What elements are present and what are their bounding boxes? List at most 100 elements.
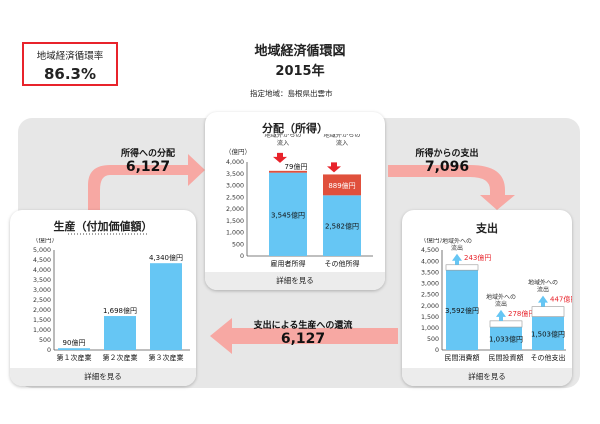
dist-bar-base bbox=[269, 172, 307, 256]
spend-bar-label: 1,033億円 bbox=[489, 335, 523, 344]
dist-tick-label: 4,000 bbox=[226, 159, 244, 166]
flow-to-spending-label: 所得からの支出 bbox=[415, 149, 479, 159]
spend-bar-label: 3,592億円 bbox=[445, 306, 479, 315]
spend-bar-outflow bbox=[489, 320, 523, 328]
spend-category-label: 民間消費額 bbox=[445, 353, 480, 362]
spend-outflow-label: 278億円 bbox=[508, 309, 535, 318]
flow-to-production-label: 支出による生産への還流 bbox=[253, 321, 353, 331]
spend-bar bbox=[532, 316, 564, 350]
dist-bar-base bbox=[323, 195, 361, 256]
prod-category-label: 第３次産業 bbox=[149, 353, 184, 362]
prod-bar-label: 90億円 bbox=[63, 338, 86, 347]
prod-tick-label: 2,000 bbox=[33, 307, 51, 314]
production-details-link[interactable]: 詳細を見る bbox=[10, 368, 196, 386]
dist-inflow-arrow-icon bbox=[327, 162, 341, 173]
dist-category-label: 雇用者所得 bbox=[271, 259, 306, 268]
flow-to-production-value: 6,127 bbox=[280, 331, 326, 347]
spend-outflow-note: 地域外への bbox=[486, 293, 516, 301]
page-year: 2015年 bbox=[275, 64, 325, 79]
prod-tick-label: 2,500 bbox=[33, 297, 51, 304]
flow-to-distribution: 所得への分配 6,127 bbox=[108, 146, 188, 175]
prod-tick-label: 1,000 bbox=[33, 327, 51, 334]
dist-tick-label: 500 bbox=[232, 241, 244, 248]
circulation-rate-box: 地域経済循環率 86.3% bbox=[22, 42, 118, 86]
spend-bar bbox=[446, 270, 478, 350]
flow-to-spending-value: 7,096 bbox=[424, 159, 470, 175]
spend-tick-label: 3,500 bbox=[421, 269, 439, 276]
production-panel: 生産（付加価値額） （億円） 0 500 1,000 1,500 2,000 2,500 3,… bbox=[10, 210, 196, 386]
dist-tick-label: 3,000 bbox=[226, 183, 244, 190]
prod-category-label: 第２次産業 bbox=[103, 353, 138, 362]
spend-bar-label: 1,503億円 bbox=[531, 329, 565, 338]
prod-tick-label: 5,000 bbox=[33, 247, 51, 254]
flow-to-spending: 所得からの支出 7,096 bbox=[402, 146, 492, 175]
spend-outflow-label: 447億円 bbox=[550, 295, 572, 304]
spend-outflow-label: 243億円 bbox=[464, 253, 491, 262]
dist-tick-label: 1,500 bbox=[226, 218, 244, 225]
dist-tick-label: 1,000 bbox=[226, 230, 244, 237]
spend-tick-label: 4,000 bbox=[421, 258, 439, 265]
dist-inflow-label: 79億円 bbox=[285, 162, 308, 171]
prod-tick-label: 500 bbox=[39, 337, 51, 344]
dist-bar-inflow bbox=[323, 174, 361, 196]
dist-inflow-note: 地域外からの bbox=[323, 134, 360, 139]
prod-bar-label: 1,698億円 bbox=[103, 306, 137, 315]
prod-tick-label: 3,500 bbox=[33, 277, 51, 284]
prod-tick-label: 4,000 bbox=[33, 267, 51, 274]
dist-inflow-label: 889億円 bbox=[328, 181, 355, 190]
dist-inflow-note: 流入 bbox=[336, 139, 348, 147]
circulation-rate-label: 地域経済循環率 bbox=[36, 51, 104, 62]
dist-tick-label: 3,500 bbox=[226, 171, 244, 178]
arrow-to-spending bbox=[388, 165, 515, 210]
prod-tick-label: 0 bbox=[47, 347, 51, 354]
flow-to-distribution-label: 所得への分配 bbox=[120, 149, 175, 159]
spend-outflow-arrow-icon bbox=[496, 309, 506, 321]
prod-tick-label: 3,000 bbox=[33, 287, 51, 294]
dist-tick-label: 2,000 bbox=[226, 206, 244, 213]
spend-tick-label: 500 bbox=[427, 336, 439, 343]
dist-tick-label: 0 bbox=[240, 253, 244, 260]
spend-outflow-note: 流出 bbox=[451, 244, 463, 252]
spending-title: 支出 bbox=[476, 222, 498, 235]
spend-outflow-note: 流出 bbox=[495, 300, 507, 308]
spend-outflow-arrow-icon bbox=[538, 295, 548, 307]
prod-bar bbox=[150, 263, 182, 350]
page-title: 地域経済循環図 bbox=[254, 44, 346, 59]
spend-tick-label: 3,000 bbox=[421, 281, 439, 288]
spend-outflow-note: 地域外への bbox=[528, 279, 558, 287]
distribution-details-link[interactable]: 詳細を見る bbox=[205, 272, 385, 290]
circulation-rate-value: 86.3% bbox=[43, 65, 97, 83]
spend-outflow-arrow-icon bbox=[452, 253, 462, 265]
dist-unit-label: （億円） bbox=[225, 147, 251, 156]
spend-tick-label: 2,000 bbox=[421, 303, 439, 310]
distribution-chart: （億円） 0 500 1,000 1,500 2,000 2,500 3,000 3,500 4,… bbox=[225, 134, 373, 268]
flow-to-production: 支出による生産への還流 6,127 bbox=[238, 318, 368, 347]
distribution-title: 分配（所得） bbox=[262, 122, 328, 135]
spend-outflow-note: 流出 bbox=[537, 286, 549, 294]
prod-tick-label: 4,500 bbox=[33, 257, 51, 264]
distribution-panel: 分配（所得） （億円） 0 500 1,000 1,500 2,000 2,500 3,000… bbox=[205, 112, 385, 290]
spend-tick-label: 2,500 bbox=[421, 292, 439, 299]
dist-bar-label: 2,582億円 bbox=[325, 222, 359, 231]
prod-bar bbox=[58, 348, 90, 350]
dist-tick-label: 2,500 bbox=[226, 194, 244, 201]
spend-outflow-note: 地域外への bbox=[442, 238, 472, 245]
dist-bar-label: 3,545億円 bbox=[271, 210, 305, 219]
prod-category-label: 第１次産業 bbox=[57, 353, 92, 362]
production-title: 生産（付加価値額） bbox=[53, 220, 153, 233]
production-chart: （億円） 0 500 1,000 1,500 2,000 2,500 3,000 3,500 4,… bbox=[32, 238, 190, 362]
dist-inflow-arrow-icon bbox=[273, 152, 287, 163]
spend-bar bbox=[490, 327, 522, 350]
prod-tick-label: 1,500 bbox=[33, 317, 51, 324]
spending-chart: （億円） 0 500 1,000 1,500 2,000 2,500 3,000 3,500 4,… bbox=[420, 238, 572, 362]
arrow-to-distribution bbox=[88, 154, 205, 210]
spending-panel: 支出 （億円） 0 500 1,000 1,500 2,000 2,500 3,000 3,50… bbox=[402, 210, 572, 386]
spend-bar-outflow bbox=[531, 306, 565, 317]
spend-category-label: 民間投資額 bbox=[489, 353, 524, 362]
spend-unit-label: （億円） bbox=[420, 238, 446, 244]
prod-unit-label: （億円） bbox=[32, 238, 58, 244]
spend-tick-label: 4,500 bbox=[421, 247, 439, 254]
spending-details-link[interactable]: 詳細を見る bbox=[402, 368, 572, 386]
dist-category-label: その他所得 bbox=[325, 259, 360, 268]
